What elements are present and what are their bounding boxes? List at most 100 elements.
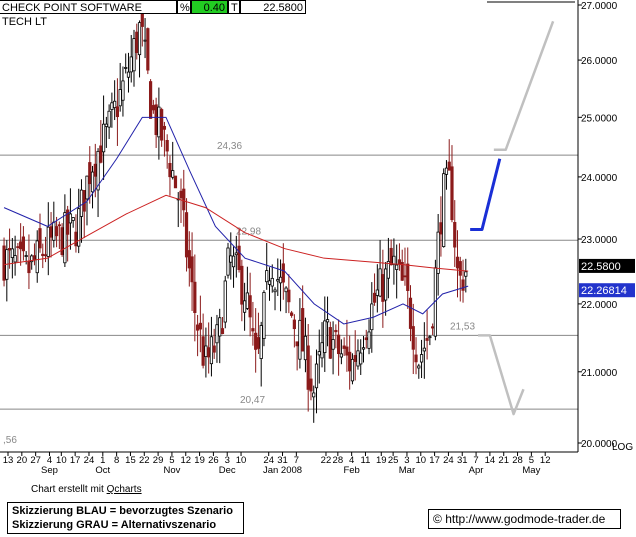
candle-body [276, 279, 280, 282]
candle-body [262, 292, 266, 339]
candle-body [71, 217, 75, 221]
candle-body [314, 363, 319, 389]
candle-body [458, 261, 462, 276]
candle-body [38, 228, 42, 249]
candle-body [46, 226, 50, 257]
x-tick-label: 10 [415, 455, 426, 466]
x-tick-label: 24 [84, 455, 95, 466]
candle-body [331, 339, 335, 350]
candle-body [317, 351, 321, 356]
candle-body [345, 346, 349, 356]
plot-area [0, 0, 578, 452]
candle-body [397, 259, 402, 265]
x-tick-label: 11 [361, 455, 371, 466]
y-tick-label: 27.0000 [581, 1, 618, 12]
candle-body [57, 224, 61, 227]
candle-body [312, 392, 316, 398]
candle-body [198, 322, 202, 330]
candle-body [455, 256, 460, 269]
candle-body [101, 123, 106, 153]
candle-body [21, 236, 26, 252]
candle-body [190, 256, 194, 283]
x-tick-label: 7 [473, 455, 478, 466]
x-month-label: Mar [399, 465, 415, 476]
candle-body [240, 265, 244, 305]
level-label: 20,47 [240, 395, 265, 406]
x-tick-label: 5 [529, 455, 534, 466]
candle-body [375, 289, 379, 296]
support-resistance-levels: 24,36 22,98 21,53 20,47 [0, 141, 578, 410]
candle-body [212, 345, 216, 353]
candle-body [392, 255, 396, 265]
x-tick-label: 26 [208, 455, 219, 466]
copyright-icon: © [433, 512, 442, 526]
candle-body [323, 320, 327, 354]
candle-body [425, 338, 429, 341]
x-month-label: Feb [343, 465, 359, 476]
candle-body [182, 188, 186, 211]
x-tick-label: 19 [376, 455, 387, 466]
ma-price-box [579, 283, 635, 298]
candle-body [303, 335, 308, 361]
candle-body [129, 56, 133, 73]
candle-body [229, 255, 233, 263]
x-tick-label: 4 [47, 455, 52, 466]
candle-body [173, 175, 178, 189]
x-tick-label: 4 [349, 455, 354, 466]
x-tick-label: 24 [443, 455, 454, 466]
ma-price-label: 22.26814 [581, 285, 627, 297]
candle-body [41, 253, 45, 257]
x-tick-label: 27 [30, 455, 41, 466]
x-tick-label: 3 [225, 455, 230, 466]
candle-body [32, 255, 37, 261]
candle-body [372, 292, 377, 303]
candle-body [417, 365, 421, 369]
candle-body [146, 28, 150, 71]
scenario-grey-up [493, 20, 555, 152]
candle-body [74, 231, 78, 247]
candle-body [254, 332, 258, 350]
candle-body [378, 268, 382, 297]
candle-body [54, 226, 59, 237]
candlesticks [2, 0, 468, 423]
candle-body [292, 319, 296, 330]
candle-body [49, 226, 53, 238]
candle-body [384, 268, 388, 301]
candle-body [334, 329, 338, 333]
candle-body [154, 104, 158, 135]
x-tick-label: 22 [139, 455, 150, 466]
candle-body [187, 250, 191, 269]
last-price-label: 22.5800 [581, 261, 621, 273]
candle-body [273, 289, 277, 293]
percent-symbol: % [177, 0, 191, 14]
candle-body [442, 173, 446, 247]
candle-body [160, 109, 164, 141]
x-month-label: Sep [41, 465, 58, 476]
candle-body [215, 324, 219, 344]
candle-body [245, 292, 249, 309]
candle-body [99, 145, 103, 163]
x-month-label: Nov [163, 465, 180, 476]
x-tick-label: 28 [333, 455, 344, 466]
candle-body [422, 347, 426, 352]
candle-body [419, 354, 424, 363]
candle-body [353, 355, 357, 362]
x-tick-label: 21 [498, 455, 509, 466]
candle-body [461, 279, 465, 291]
candle-body [96, 150, 100, 191]
website-url[interactable]: http://www.godmode-trader.de [445, 512, 606, 526]
candle-body [218, 317, 222, 337]
qcharts-link[interactable]: Qcharts [106, 484, 142, 495]
candle-body [209, 336, 214, 365]
candle-body [325, 319, 330, 323]
candle-body [267, 280, 272, 285]
y-tick-label: 23.0000 [581, 235, 618, 246]
website-box[interactable]: © http://www.godmode-trader.de [428, 509, 621, 529]
candle-body [157, 106, 161, 138]
x-tick-label: 31 [277, 455, 288, 466]
x-tick-label: 7 [294, 455, 299, 466]
level-label: 21,53 [450, 321, 475, 332]
candle-body [113, 100, 117, 109]
moving-averages [3, 116, 469, 325]
candle-body [85, 175, 89, 200]
